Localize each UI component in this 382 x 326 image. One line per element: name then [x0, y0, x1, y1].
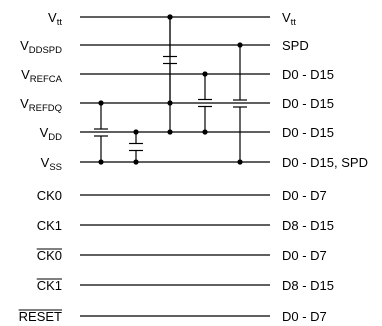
right-label-5-main: D0 - D15, SPD	[282, 155, 368, 170]
left-label-3-subscript: REFDQ	[29, 103, 62, 114]
junction-dot-4-top	[98, 100, 104, 106]
decoupling-network	[94, 14, 247, 165]
left-label-6: CK0	[37, 188, 62, 203]
left-label-0-main: V	[48, 10, 57, 25]
right-label-7-main: D8 - D15	[282, 218, 334, 233]
junction-dot-1-top	[167, 14, 173, 20]
right-label-6: D0 - D7	[282, 188, 327, 203]
left-label-3: VREFDQ	[20, 96, 62, 114]
left-label-1-main: V	[20, 38, 29, 53]
right-label-10: D0 - D7	[282, 309, 327, 324]
left-label-6-main: CK0	[37, 188, 62, 203]
left-label-1: VDDSPD	[20, 38, 62, 56]
right-label-7: D8 - D15	[282, 218, 334, 233]
right-label-4: D0 - D15	[282, 125, 334, 140]
junction-dot-4-bottom	[98, 159, 104, 165]
left-label-4-main: V	[40, 125, 49, 140]
left-label-5-main: V	[41, 155, 50, 170]
junction-dot-5-top	[133, 129, 139, 135]
left-label-7-main: CK1	[37, 218, 62, 233]
left-label-2-subscript: REFCA	[30, 74, 63, 85]
right-label-0: Vtt	[282, 10, 296, 28]
right-label-3-main: D0 - D15	[282, 96, 334, 111]
right-label-0-subscript: tt	[291, 17, 297, 28]
left-label-2: VREFCA	[21, 67, 63, 85]
signal-lines	[80, 16, 270, 317]
right-label-0-main: V	[282, 10, 291, 25]
left-label-5-subscript: SS	[49, 162, 62, 173]
right-label-1-main: SPD	[282, 38, 309, 53]
destination-labels: Vtt SPD D0 - D15 D0 - D15 D0 - D15 D0 - D15, …	[282, 10, 368, 324]
left-label-8-main: CK0	[37, 248, 62, 263]
right-label-1: SPD	[282, 38, 309, 53]
left-label-0-subscript: tt	[57, 17, 63, 28]
decoupling-capacitor-2	[233, 45, 247, 162]
right-label-8-main: D0 - D7	[282, 248, 327, 263]
left-label-0: Vtt	[48, 10, 62, 28]
left-label-3-main: V	[20, 96, 29, 111]
right-label-10-main: D0 - D7	[282, 309, 327, 324]
left-label-8: CK0	[37, 248, 62, 263]
right-label-3: D0 - D15	[282, 96, 334, 111]
left-label-10: RESET	[19, 309, 62, 324]
right-label-2-main: D0 - D15	[282, 67, 334, 82]
left-label-9: CK1	[37, 278, 62, 293]
decoupling-capacitor-4	[94, 103, 108, 162]
left-label-9-main: CK1	[37, 278, 62, 293]
decoupling-capacitor-3	[198, 74, 212, 132]
left-label-4: VDD	[40, 125, 63, 143]
right-label-9-main: D8 - D15	[282, 278, 334, 293]
junction-dot-2-top	[237, 42, 243, 48]
left-label-1-subscript: DDSPD	[29, 45, 62, 56]
left-label-10-main: RESET	[19, 309, 62, 324]
junction-dot-5-bottom	[133, 159, 139, 165]
source-signal-labels: VttVDDSPDVREFCAVREFDQVDDVSSCK0CK1CK0CK1R…	[18, 10, 63, 324]
right-label-9: D8 - D15	[282, 278, 334, 293]
junction-dot-3-top	[202, 71, 208, 77]
junction-dot-3-bottom	[202, 129, 208, 135]
right-label-8: D0 - D7	[282, 248, 327, 263]
right-label-4-main: D0 - D15	[282, 125, 334, 140]
left-label-2-main: V	[21, 67, 30, 82]
left-label-7: CK1	[37, 218, 62, 233]
junction-dot-1-bottom	[167, 129, 173, 135]
decoupling-capacitor-5	[129, 132, 143, 162]
right-label-6-main: D0 - D7	[282, 188, 327, 203]
left-label-4-subscript: DD	[48, 132, 62, 143]
junction-dot-2-bottom	[237, 159, 243, 165]
left-label-5: VSS	[41, 155, 62, 173]
right-label-2: D0 - D15	[282, 67, 334, 82]
right-label-5: D0 - D15, SPD	[282, 155, 368, 170]
